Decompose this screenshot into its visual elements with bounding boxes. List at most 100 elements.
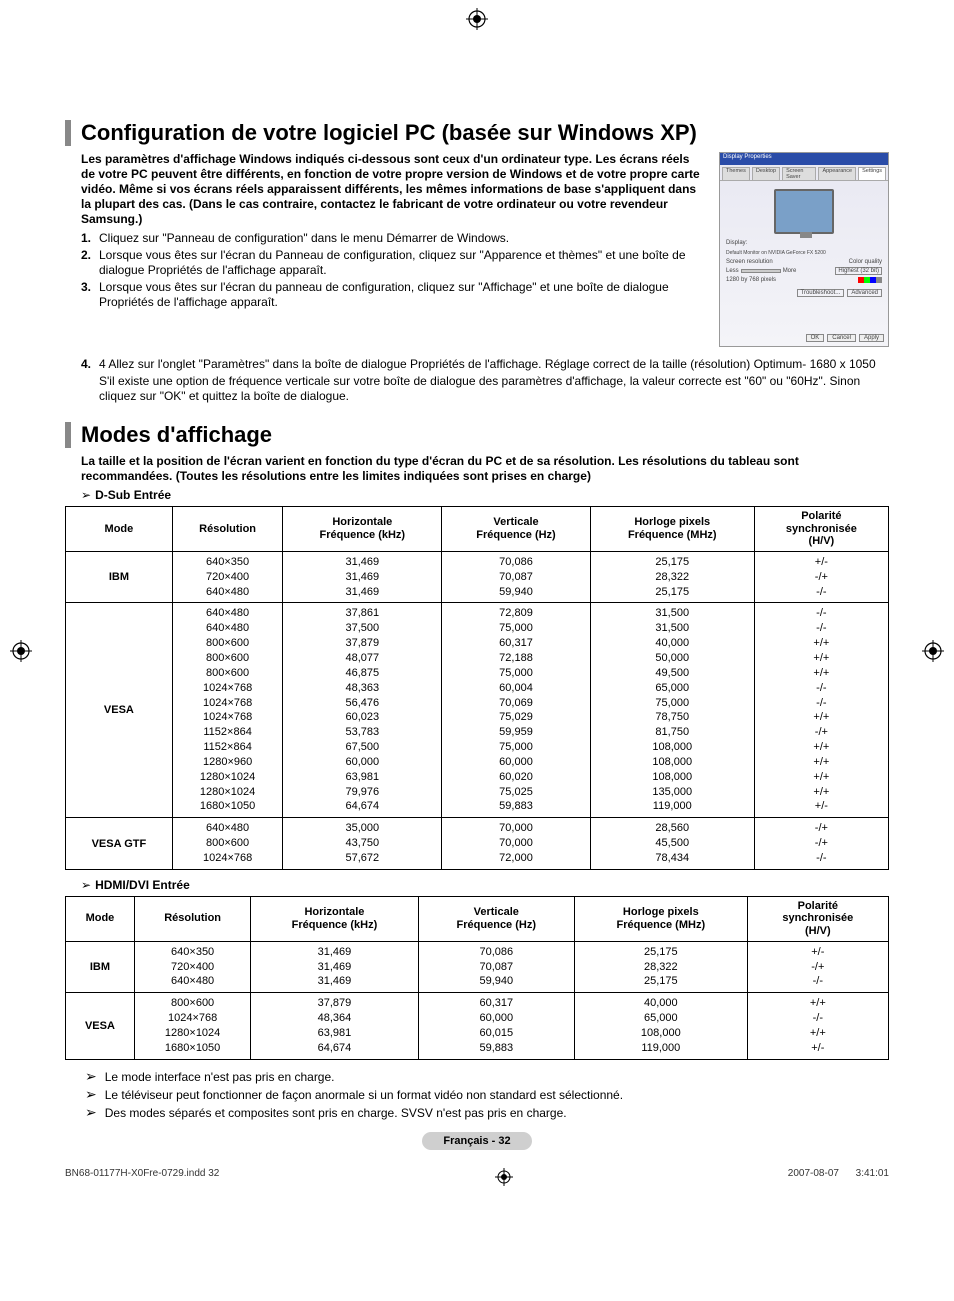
data-cell: 31,46931,46931,469 xyxy=(283,551,442,603)
chevron-icon: ➢ xyxy=(81,488,91,502)
btn-apply: Apply xyxy=(859,334,884,342)
data-cell: 640×480640×480800×600800×600800×6001024×… xyxy=(172,603,283,818)
data-cell: 37,86137,50037,87948,07746,87548,36356,4… xyxy=(283,603,442,818)
data-cell: 40,00065,000108,000119,000 xyxy=(575,993,748,1059)
footer-right: 2007-08-07 3:41:01 xyxy=(788,1168,889,1186)
registration-mark-icon xyxy=(922,640,944,662)
notes-list: ➢Le mode interface n'est pas pris en cha… xyxy=(65,1068,889,1122)
note-item: ➢Le mode interface n'est pas pris en cha… xyxy=(85,1068,889,1086)
res-value: 1280 by 768 pixels xyxy=(726,277,776,283)
table-header: Mode xyxy=(66,896,135,941)
table-row: IBM640×350720×400640×48031,46931,46931,4… xyxy=(66,551,889,603)
dialog-tabs: ThemesDesktopScreen SaverAppearanceSetti… xyxy=(720,165,888,181)
table-header: Horizontale Fréquence (kHz) xyxy=(251,896,418,941)
dialog-display-value: Default Monitor on NVIDIA GeForce FX 520… xyxy=(720,248,888,258)
mode-cell: VESA xyxy=(66,603,173,818)
registration-mark-icon xyxy=(10,640,32,662)
section1-title: Configuration de votre logiciel PC (basé… xyxy=(65,120,889,146)
table-header: Mode xyxy=(66,507,173,552)
data-cell: 72,80975,00060,31772,18875,00060,00470,0… xyxy=(442,603,591,818)
section2-intro: La taille et la position de l'écran vari… xyxy=(65,454,889,484)
data-cell: 31,46931,46931,469 xyxy=(251,941,418,993)
btn-troubleshoot: Troubleshoot... xyxy=(797,289,845,297)
step4-extra: S'il existe une option de fréquence vert… xyxy=(65,374,889,404)
data-cell: 28,56045,50078,434 xyxy=(590,818,754,870)
data-cell: 640×350720×400640×480 xyxy=(172,551,283,603)
table-header: Verticale Fréquence (Hz) xyxy=(442,507,591,552)
data-cell: 640×350720×400640×480 xyxy=(134,941,250,993)
res-more: More xyxy=(783,268,797,274)
dialog-tab: Appearance xyxy=(818,167,856,180)
note-item: ➢Des modes séparés et composites sont pr… xyxy=(85,1104,889,1122)
dialog-display-label: Display: xyxy=(720,238,888,248)
registration-mark-icon xyxy=(466,8,488,30)
step-item: 4.4 Allez sur l'onglet "Paramètres" dans… xyxy=(81,357,889,372)
steps-list-wide: 4.4 Allez sur l'onglet "Paramètres" dans… xyxy=(65,357,889,372)
dialog-tab: Desktop xyxy=(752,167,780,180)
print-footer: BN68-01177H-X0Fre-0729.indd 32 2007-08-0… xyxy=(65,1168,889,1186)
data-cell: 60,31760,00060,01559,883 xyxy=(418,993,574,1059)
table-header: Résolution xyxy=(172,507,283,552)
hdmi-label: ➢HDMI/DVI Entrée xyxy=(65,878,889,892)
color-bar-icon xyxy=(858,277,882,283)
dialog-tab: Themes xyxy=(722,167,750,180)
language-page-badge: Français - 32 xyxy=(422,1132,532,1150)
data-cell: 25,17528,32225,175 xyxy=(575,941,748,993)
table-header: Horizontale Fréquence (kHz) xyxy=(283,507,442,552)
dialog-titlebar: Display Properties xyxy=(720,153,888,165)
btn-advanced: Advanced xyxy=(847,289,882,297)
dsub-table: ModeRésolutionHorizontale Fréquence (kHz… xyxy=(65,506,889,870)
section2-title: Modes d'affichage xyxy=(65,422,889,448)
res-label: Screen resolution xyxy=(726,259,773,265)
data-cell: 70,08670,08759,940 xyxy=(418,941,574,993)
step-item: 1.Cliquez sur "Panneau de configuration"… xyxy=(81,231,705,246)
quality-value: Highest (32 bit) xyxy=(835,267,882,275)
table-header: Horloge pixels Fréquence (MHz) xyxy=(590,507,754,552)
res-less: Less xyxy=(726,268,739,274)
dialog-tab: Settings xyxy=(858,167,886,180)
data-cell: 35,00043,75057,672 xyxy=(283,818,442,870)
mode-cell: VESA xyxy=(66,993,135,1059)
dialog-tab: Screen Saver xyxy=(782,167,816,180)
mode-cell: IBM xyxy=(66,941,135,993)
step-item: 2.Lorsque vous êtes sur l'écran du Panne… xyxy=(81,248,705,278)
table-header: Résolution xyxy=(134,896,250,941)
res-slider xyxy=(741,269,781,273)
data-cell: +/--/+-/- xyxy=(747,941,888,993)
chevron-icon: ➢ xyxy=(85,1068,97,1086)
display-properties-dialog: Display Properties ThemesDesktopScreen S… xyxy=(719,152,889,347)
registration-mark-icon xyxy=(495,1168,513,1186)
data-cell: 25,17528,32225,175 xyxy=(590,551,754,603)
table-row: VESA GTF640×480800×6001024×76835,00043,7… xyxy=(66,818,889,870)
data-cell: 800×6001024×7681280×10241680×1050 xyxy=(134,993,250,1059)
data-cell: 70,08670,08759,940 xyxy=(442,551,591,603)
hdmi-table: ModeRésolutionHorizontale Fréquence (kHz… xyxy=(65,896,889,1060)
btn-ok: OK xyxy=(806,334,825,342)
chevron-icon: ➢ xyxy=(85,1104,97,1122)
table-row: VESA640×480640×480800×600800×600800×6001… xyxy=(66,603,889,818)
btn-cancel: Cancel xyxy=(827,334,856,342)
mode-cell: IBM xyxy=(66,551,173,603)
table-row: VESA800×6001024×7681280×10241680×105037,… xyxy=(66,993,889,1059)
data-cell: +/--/+-/- xyxy=(754,551,888,603)
data-cell: 640×480800×6001024×768 xyxy=(172,818,283,870)
table-header: Polaritésynchronisée (H/V) xyxy=(754,507,888,552)
manual-page: Configuration de votre logiciel PC (basé… xyxy=(0,0,954,1210)
data-cell: 31,50031,50040,00050,00049,50065,00075,0… xyxy=(590,603,754,818)
data-cell: 70,00070,00072,000 xyxy=(442,818,591,870)
footer-left: BN68-01177H-X0Fre-0729.indd 32 xyxy=(65,1168,219,1186)
data-cell: +/+-/-+/++/- xyxy=(747,993,888,1059)
chevron-icon: ➢ xyxy=(85,1086,97,1104)
steps-list: 1.Cliquez sur "Panneau de configuration"… xyxy=(81,231,705,310)
monitor-icon xyxy=(774,189,834,234)
quality-label: Color quality xyxy=(849,259,882,265)
section1-intro-bold: Les paramètres d'affichage Windows indiq… xyxy=(81,152,705,227)
table-header: Polaritésynchronisée (H/V) xyxy=(747,896,888,941)
data-cell: -/+-/+-/- xyxy=(754,818,888,870)
mode-cell: VESA GTF xyxy=(66,818,173,870)
data-cell: -/--/-+/++/++/+-/--/-+/+-/++/++/++/++/++… xyxy=(754,603,888,818)
step-item: 3.Lorsque vous êtes sur l'écran du panne… xyxy=(81,280,705,310)
chevron-icon: ➢ xyxy=(81,878,91,892)
table-header: Horloge pixels Fréquence (MHz) xyxy=(575,896,748,941)
note-item: ➢Le téléviseur peut fonctionner de façon… xyxy=(85,1086,889,1104)
